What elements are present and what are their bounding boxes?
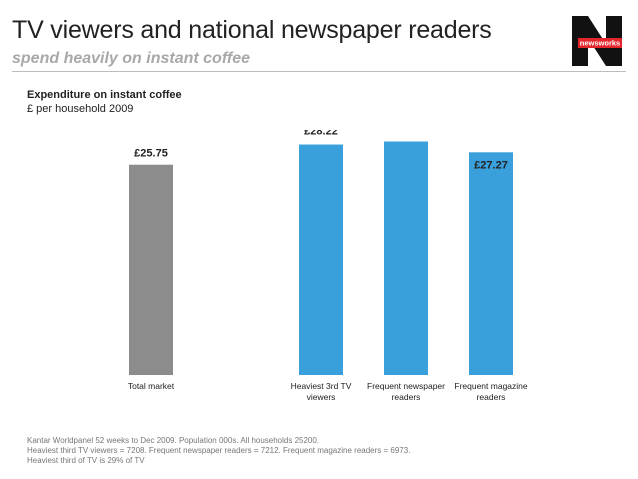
bar-value-label: £28.59 xyxy=(389,130,423,131)
chart-subtitle: £ per household 2009 xyxy=(27,103,134,115)
newsworks-logo: newsworks xyxy=(570,14,624,68)
category-label: Heaviest 3rd TV xyxy=(291,381,352,391)
footnote-line: Heaviest third TV viewers = 7208. Freque… xyxy=(27,446,411,455)
title-divider xyxy=(12,71,626,72)
category-label: Frequent magazine xyxy=(454,381,528,391)
source-footnote: Kantar Worldpanel 52 weeks to Dec 2009. … xyxy=(27,436,410,466)
footnote-line: Kantar Worldpanel 52 weeks to Dec 2009. … xyxy=(27,436,320,445)
category-label: viewers xyxy=(307,392,336,402)
bar xyxy=(469,152,513,375)
bar-value-label: £27.27 xyxy=(474,159,508,171)
chart-title: Expenditure on instant coffee xyxy=(27,89,182,101)
bar-value-label: £28.22 xyxy=(304,130,338,138)
logo-text: newsworks xyxy=(580,39,620,48)
page-title: TV viewers and national newspaper reader… xyxy=(12,16,492,44)
bar-chart: £25.75 Total market £28.22 Heaviest 3rd TVv… xyxy=(128,130,528,402)
category-label: Total market xyxy=(128,381,175,391)
bar xyxy=(299,144,343,375)
bar-value-label: £25.75 xyxy=(134,148,168,160)
category-label: Frequent newspaper xyxy=(367,381,445,391)
bar xyxy=(384,141,428,375)
category-label: readers xyxy=(392,392,421,402)
footnote-line: Heaviest third of TV is 29% of TV xyxy=(27,456,145,465)
category-label: readers xyxy=(477,392,506,402)
bar xyxy=(129,164,173,375)
page-subtitle: spend heavily on instant coffee xyxy=(12,50,250,67)
